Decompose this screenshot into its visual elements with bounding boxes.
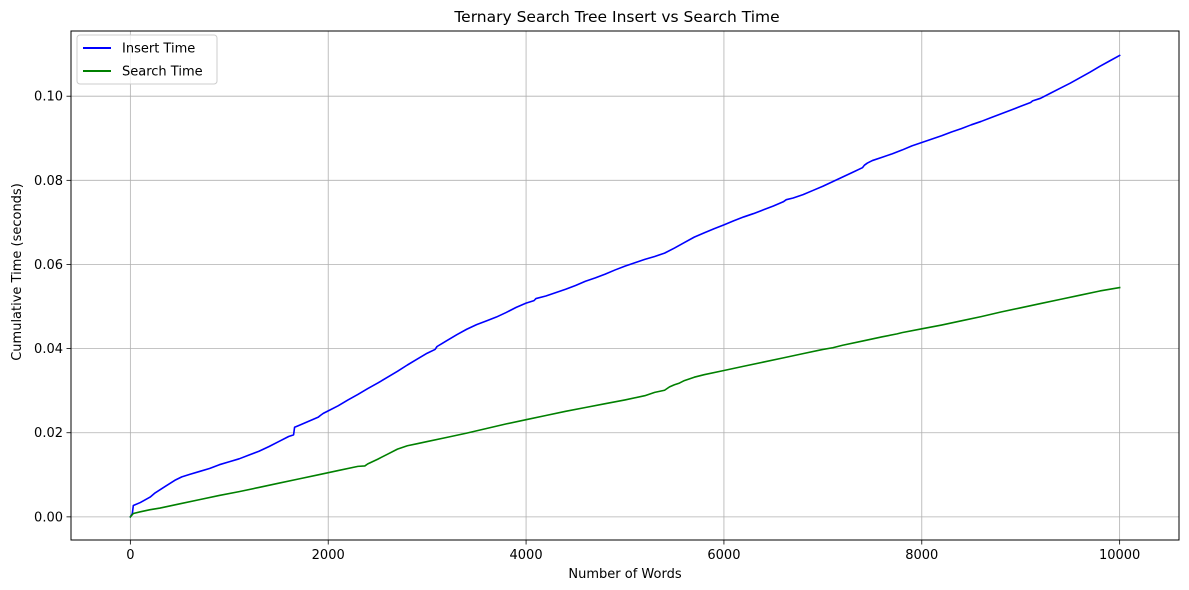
y-tick-label: 0.06 bbox=[34, 258, 63, 273]
x-tick-label: 4000 bbox=[510, 548, 543, 563]
grid bbox=[71, 31, 1179, 540]
x-tick-label: 8000 bbox=[905, 548, 938, 563]
y-tick-label: 0.08 bbox=[34, 174, 63, 189]
chart-title: Ternary Search Tree Insert vs Search Tim… bbox=[453, 8, 779, 26]
y-tick-label: 0.02 bbox=[34, 426, 63, 441]
x-tick-label: 0 bbox=[126, 548, 134, 563]
y-tick-label: 0.10 bbox=[34, 90, 63, 105]
y-axis-ticks: 0.00 0.02 0.04 0.06 0.08 0.10 bbox=[34, 90, 71, 525]
series-lines bbox=[129, 54, 1121, 518]
x-axis-ticks: 0 2000 4000 6000 8000 10000 bbox=[126, 540, 1140, 563]
x-tick-label: 2000 bbox=[312, 548, 345, 563]
x-tick-label: 6000 bbox=[707, 548, 740, 563]
legend-box bbox=[76, 34, 218, 85]
legend-label-search-time: Search Time bbox=[122, 65, 203, 80]
y-tick-label: 0.04 bbox=[34, 342, 63, 357]
y-axis-label: Cumulative Time (seconds) bbox=[10, 183, 25, 361]
series-line-insert-time bbox=[129, 54, 1121, 518]
legend-label-insert-time: Insert Time bbox=[122, 42, 195, 57]
y-tick-label: 0.00 bbox=[34, 510, 63, 525]
legend: Insert Time Search Time bbox=[76, 34, 218, 85]
x-axis-label: Number of Words bbox=[568, 567, 681, 582]
series-line-search-time bbox=[129, 286, 1121, 518]
plot-frame bbox=[70, 30, 1180, 541]
x-tick-label: 10000 bbox=[1099, 548, 1140, 563]
